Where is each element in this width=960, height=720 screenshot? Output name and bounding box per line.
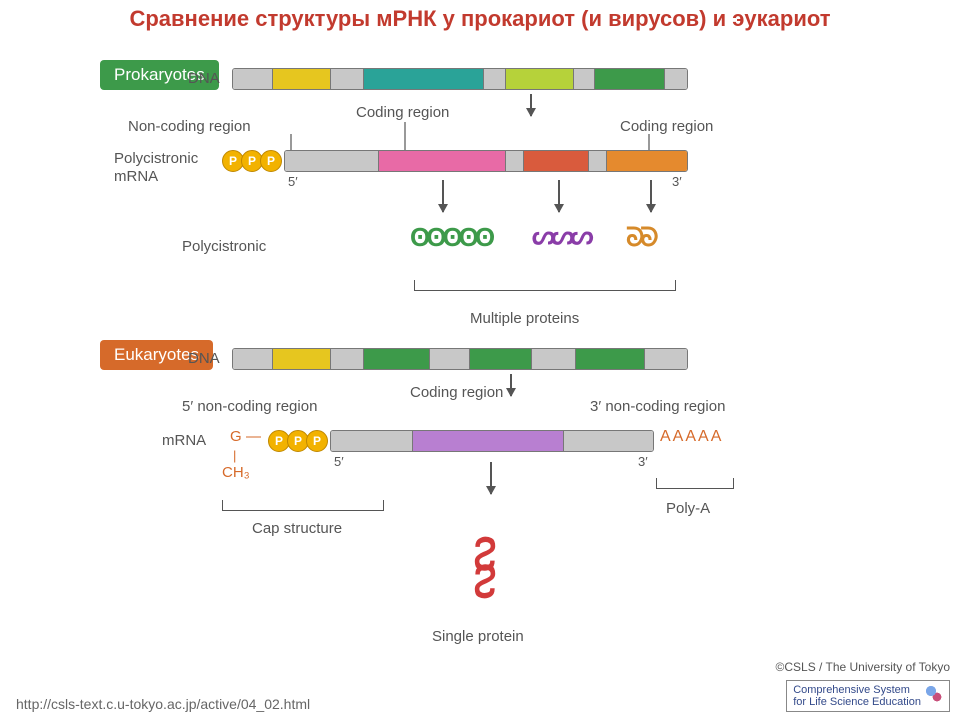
footer-credit: ©CSLS / The University of Tokyo xyxy=(776,660,950,674)
polycistronic-mrna-label-1: Polycistronic xyxy=(114,150,198,167)
euk-phosphate-group: PPP xyxy=(268,430,325,452)
protein-squiggle-1: ʘʘʘʘʘ xyxy=(410,222,491,253)
footer-url: http://csls-text.c.u-tokyo.ac.jp/active/… xyxy=(16,696,310,712)
coding-label-1: Coding region xyxy=(356,104,449,121)
multiple-protein-bracket xyxy=(414,280,676,291)
diagram-stage: Сравнение структуры мРНК у прокариот (и … xyxy=(0,0,960,720)
noncoding-label: Non-coding region xyxy=(128,118,251,135)
arrow-dna-to-mrna xyxy=(530,94,532,116)
euk-dna-label: DNA xyxy=(188,350,220,367)
three-prime-noncoding-label: 3′ non-coding region xyxy=(590,398,725,415)
protein-squiggle-2: ᔕᔕᔕ xyxy=(532,220,590,251)
euk-coding-label: Coding region xyxy=(410,384,503,401)
arrow-euk-to-protein xyxy=(490,462,492,494)
prok-mrna-bar xyxy=(284,150,688,172)
euk-mrna-label: mRNA xyxy=(162,432,206,449)
polya-bracket xyxy=(656,478,734,489)
cap-vertical-bar: | xyxy=(233,448,236,463)
arrow-to-protein-3 xyxy=(650,180,652,212)
leader-line xyxy=(404,122,406,150)
cap-dash: — xyxy=(246,428,261,445)
phosphate-group: PPP xyxy=(222,150,279,172)
prok-dna-bar xyxy=(232,68,688,90)
protein-squiggle-3: ᘐᘐ xyxy=(626,222,655,254)
footer-box-line2: for Life Science Education xyxy=(793,696,921,708)
single-protein-ribbon: ᔓᔓ xyxy=(466,536,513,591)
footer-box-line1: Comprehensive System xyxy=(793,684,910,696)
arrow-to-protein-2 xyxy=(558,180,560,212)
cap-ch3-label: CH₃ xyxy=(222,464,250,481)
cap-g-label: G xyxy=(230,428,242,445)
multiple-proteins-label: Multiple proteins xyxy=(470,310,579,327)
five-prime-noncoding-label: 5′ non-coding region xyxy=(182,398,317,415)
polycistronic-mrna-label-2: mRNA xyxy=(114,168,158,185)
arrow-euk-dna-to-mrna xyxy=(510,374,512,396)
polycistronic-label: Polycistronic xyxy=(182,238,266,255)
footer-logo-box: Comprehensive System for Life Science Ed… xyxy=(786,680,950,712)
cap-bracket xyxy=(222,500,384,511)
page-title: Сравнение структуры мРНК у прокариот (и … xyxy=(0,6,960,32)
euk-three-prime: 3′ xyxy=(638,454,648,469)
euk-dna-bar xyxy=(232,348,688,370)
three-prime-label: 3′ xyxy=(672,174,682,189)
polya-label: Poly-A xyxy=(666,500,710,517)
leader-line xyxy=(290,134,292,150)
five-prime-label: 5′ xyxy=(288,174,298,189)
single-protein-label: Single protein xyxy=(432,628,524,645)
euk-mrna-bar xyxy=(330,430,654,452)
leader-line xyxy=(648,134,650,150)
polya-tail: AAAAA xyxy=(660,428,723,446)
arrow-to-protein-1 xyxy=(442,180,444,212)
coding-label-2: Coding region xyxy=(620,118,713,135)
euk-five-prime: 5′ xyxy=(334,454,344,469)
prok-dna-label: DNA xyxy=(188,70,220,87)
cap-structure-label: Cap structure xyxy=(252,520,342,537)
